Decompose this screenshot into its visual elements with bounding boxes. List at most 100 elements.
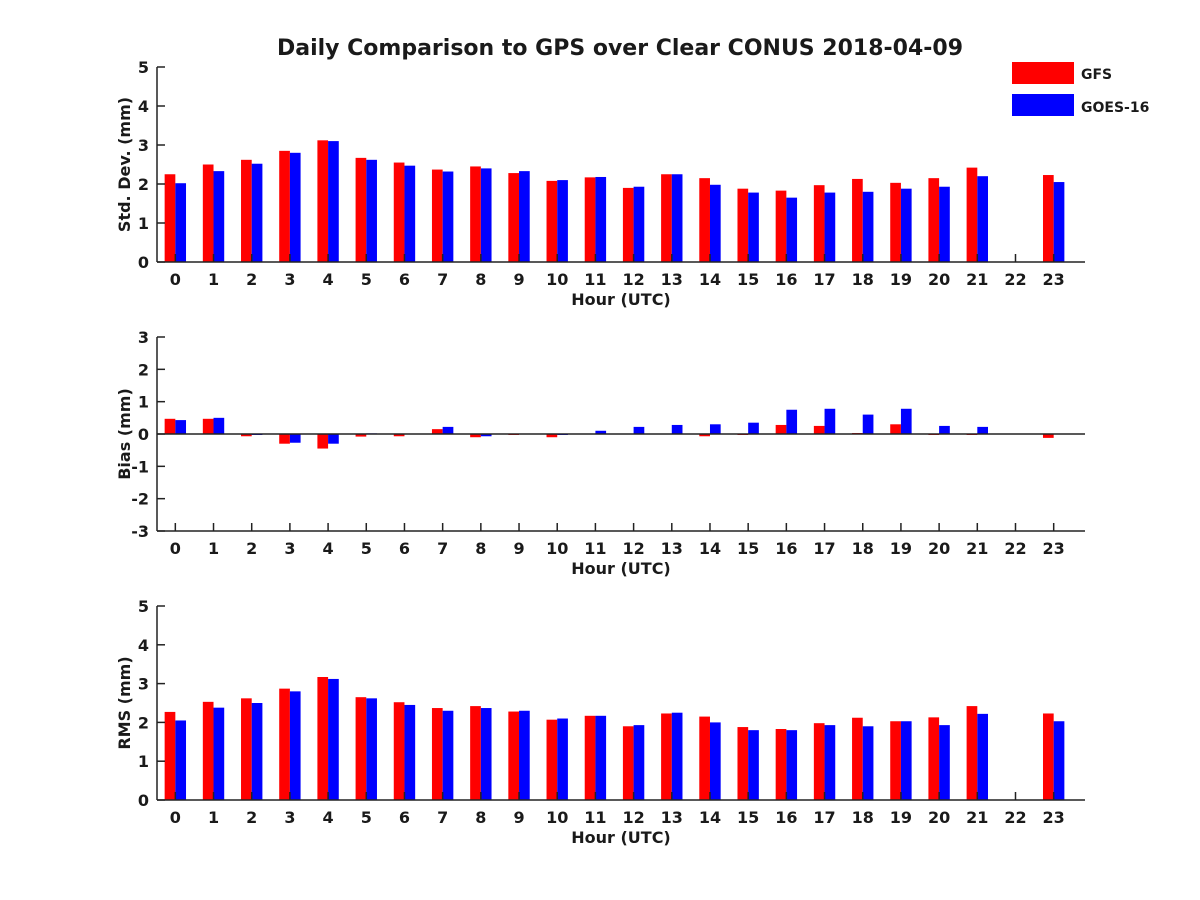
std-dev-xtick-label: 18 xyxy=(852,270,874,289)
std-dev-bar-goes16-21 xyxy=(977,176,988,262)
bias-xtick-label: 11 xyxy=(584,539,606,558)
bias-xtick-label: 4 xyxy=(323,539,334,558)
std-dev-bar-goes16-18 xyxy=(862,191,874,262)
rms-bar-goes16-10 xyxy=(557,718,568,800)
bias-bar-gfs-17 xyxy=(813,425,825,434)
std-dev-ylabel: Std. Dev. (mm) xyxy=(115,97,134,232)
rms-bar-goes16-6 xyxy=(404,704,416,800)
std-dev-ytick-label: 0 xyxy=(138,253,149,272)
rms-bar-goes16-2 xyxy=(251,703,263,800)
rms-xtick-label: 21 xyxy=(966,808,988,827)
std-dev-bar-gfs-2 xyxy=(241,159,252,262)
std-dev-bar-gfs-16 xyxy=(775,190,787,262)
bias-bar-gfs-10 xyxy=(546,434,558,438)
rms-bar-goes16-23 xyxy=(1053,721,1065,800)
bias-bar-goes16-14 xyxy=(709,424,721,434)
bias-bar-gfs-1 xyxy=(202,418,214,434)
rms-bar-goes16-18 xyxy=(862,726,874,800)
bias-bar-gfs-8 xyxy=(470,434,481,438)
std-dev-bar-goes16-16 xyxy=(786,197,798,262)
std-dev-bar-goes16-20 xyxy=(939,186,950,262)
rms-ylabel: RMS (mm) xyxy=(115,656,134,749)
std-dev-bar-goes16-2 xyxy=(251,163,263,262)
rms-bar-gfs-6 xyxy=(393,702,405,800)
std-dev-bar-goes16-7 xyxy=(442,171,454,262)
bias-bar-goes16-18 xyxy=(862,414,874,434)
rms-bar-goes16-12 xyxy=(633,725,645,800)
bias-xtick-label: 20 xyxy=(928,539,950,558)
std-dev-bar-goes16-13 xyxy=(671,174,683,262)
std-dev-bar-gfs-14 xyxy=(699,178,710,262)
rms-bar-goes16-17 xyxy=(824,725,836,800)
rms-bar-goes16-19 xyxy=(900,721,912,800)
bias-xtick-label: 17 xyxy=(813,539,835,558)
std-dev-bar-gfs-13 xyxy=(661,174,672,262)
bias-ytick-label: 0 xyxy=(138,425,149,444)
bias-xtick-label: 19 xyxy=(890,539,912,558)
rms-xtick-label: 11 xyxy=(584,808,606,827)
std-dev-bar-goes16-8 xyxy=(480,168,492,262)
legend: GFS GOES-16 xyxy=(1012,62,1149,116)
std-dev-bar-gfs-4 xyxy=(317,140,329,262)
rms-bar-gfs-5 xyxy=(355,697,367,800)
bias-bar-goes16-1 xyxy=(213,417,225,434)
std-dev-xtick-label: 20 xyxy=(928,270,950,289)
rms-xtick-label: 22 xyxy=(1004,808,1026,827)
rms-bar-gfs-18 xyxy=(852,717,863,800)
rms-bar-goes16-3 xyxy=(289,691,301,800)
std-dev-bar-gfs-17 xyxy=(813,185,825,262)
bias-ytick-label: -2 xyxy=(131,490,149,509)
rms-bar-gfs-20 xyxy=(928,717,940,800)
rms-xtick-label: 2 xyxy=(246,808,257,827)
std-dev-bar-goes16-6 xyxy=(404,165,416,262)
rms-xlabel: Hour (UTC) xyxy=(571,828,671,847)
rms-xtick-label: 9 xyxy=(513,808,524,827)
rms-bar-goes16-21 xyxy=(977,713,988,800)
std-dev-xtick-label: 15 xyxy=(737,270,759,289)
std-dev-bar-goes16-12 xyxy=(633,186,645,262)
bias-ytick-label: -1 xyxy=(131,457,149,476)
rms-xtick-label: 1 xyxy=(208,808,219,827)
chart-title: Daily Comparison to GPS over Clear CONUS… xyxy=(277,36,963,61)
rms-xtick-label: 23 xyxy=(1043,808,1065,827)
std-dev-xtick-label: 17 xyxy=(813,270,835,289)
std-dev-xtick-label: 9 xyxy=(513,270,524,289)
rms-xtick-label: 20 xyxy=(928,808,950,827)
std-dev-bar-goes16-19 xyxy=(900,188,912,262)
std-dev-bar-gfs-7 xyxy=(431,169,443,262)
std-dev-bar-gfs-5 xyxy=(355,157,367,262)
rms-bar-goes16-13 xyxy=(671,712,683,800)
rms-bar-gfs-13 xyxy=(661,713,672,800)
rms-xtick-label: 3 xyxy=(284,808,295,827)
rms-bar-gfs-9 xyxy=(508,711,520,800)
bias-bar-goes16-0 xyxy=(175,420,187,434)
rms-bar-gfs-15 xyxy=(737,727,749,800)
bias-xtick-label: 16 xyxy=(775,539,797,558)
rms-bar-goes16-7 xyxy=(442,710,454,800)
bias-xtick-label: 5 xyxy=(361,539,372,558)
std-dev-bar-goes16-14 xyxy=(709,184,721,262)
rms-bar-gfs-21 xyxy=(966,706,978,800)
bias-bar-goes16-11 xyxy=(595,430,607,434)
bias-xtick-label: 18 xyxy=(852,539,874,558)
std-dev-xtick-label: 10 xyxy=(546,270,568,289)
std-dev-bar-goes16-5 xyxy=(366,159,377,262)
bias-bar-gfs-14 xyxy=(699,434,710,437)
std-dev-xlabel: Hour (UTC) xyxy=(571,290,671,309)
bias-xtick-label: 22 xyxy=(1004,539,1026,558)
bias-bar-gfs-4 xyxy=(317,434,329,449)
legend-swatch-goes16 xyxy=(1012,94,1074,116)
std-dev-xtick-label: 21 xyxy=(966,270,988,289)
bias-bar-gfs-2 xyxy=(241,434,252,437)
rms-xtick-label: 10 xyxy=(546,808,568,827)
std-dev-xtick-label: 5 xyxy=(361,270,372,289)
rms-xtick-label: 0 xyxy=(170,808,181,827)
bias-bar-goes16-12 xyxy=(633,426,645,434)
std-dev-xtick-label: 23 xyxy=(1043,270,1065,289)
rms-xtick-label: 16 xyxy=(775,808,797,827)
legend-label-gfs: GFS xyxy=(1081,67,1112,83)
rms-ytick-label: 3 xyxy=(138,675,149,694)
rms-ytick-label: 5 xyxy=(138,597,149,616)
